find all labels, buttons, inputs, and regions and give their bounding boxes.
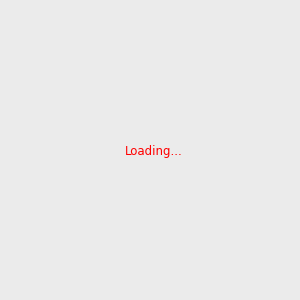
Text: Loading...: Loading... <box>125 145 183 158</box>
